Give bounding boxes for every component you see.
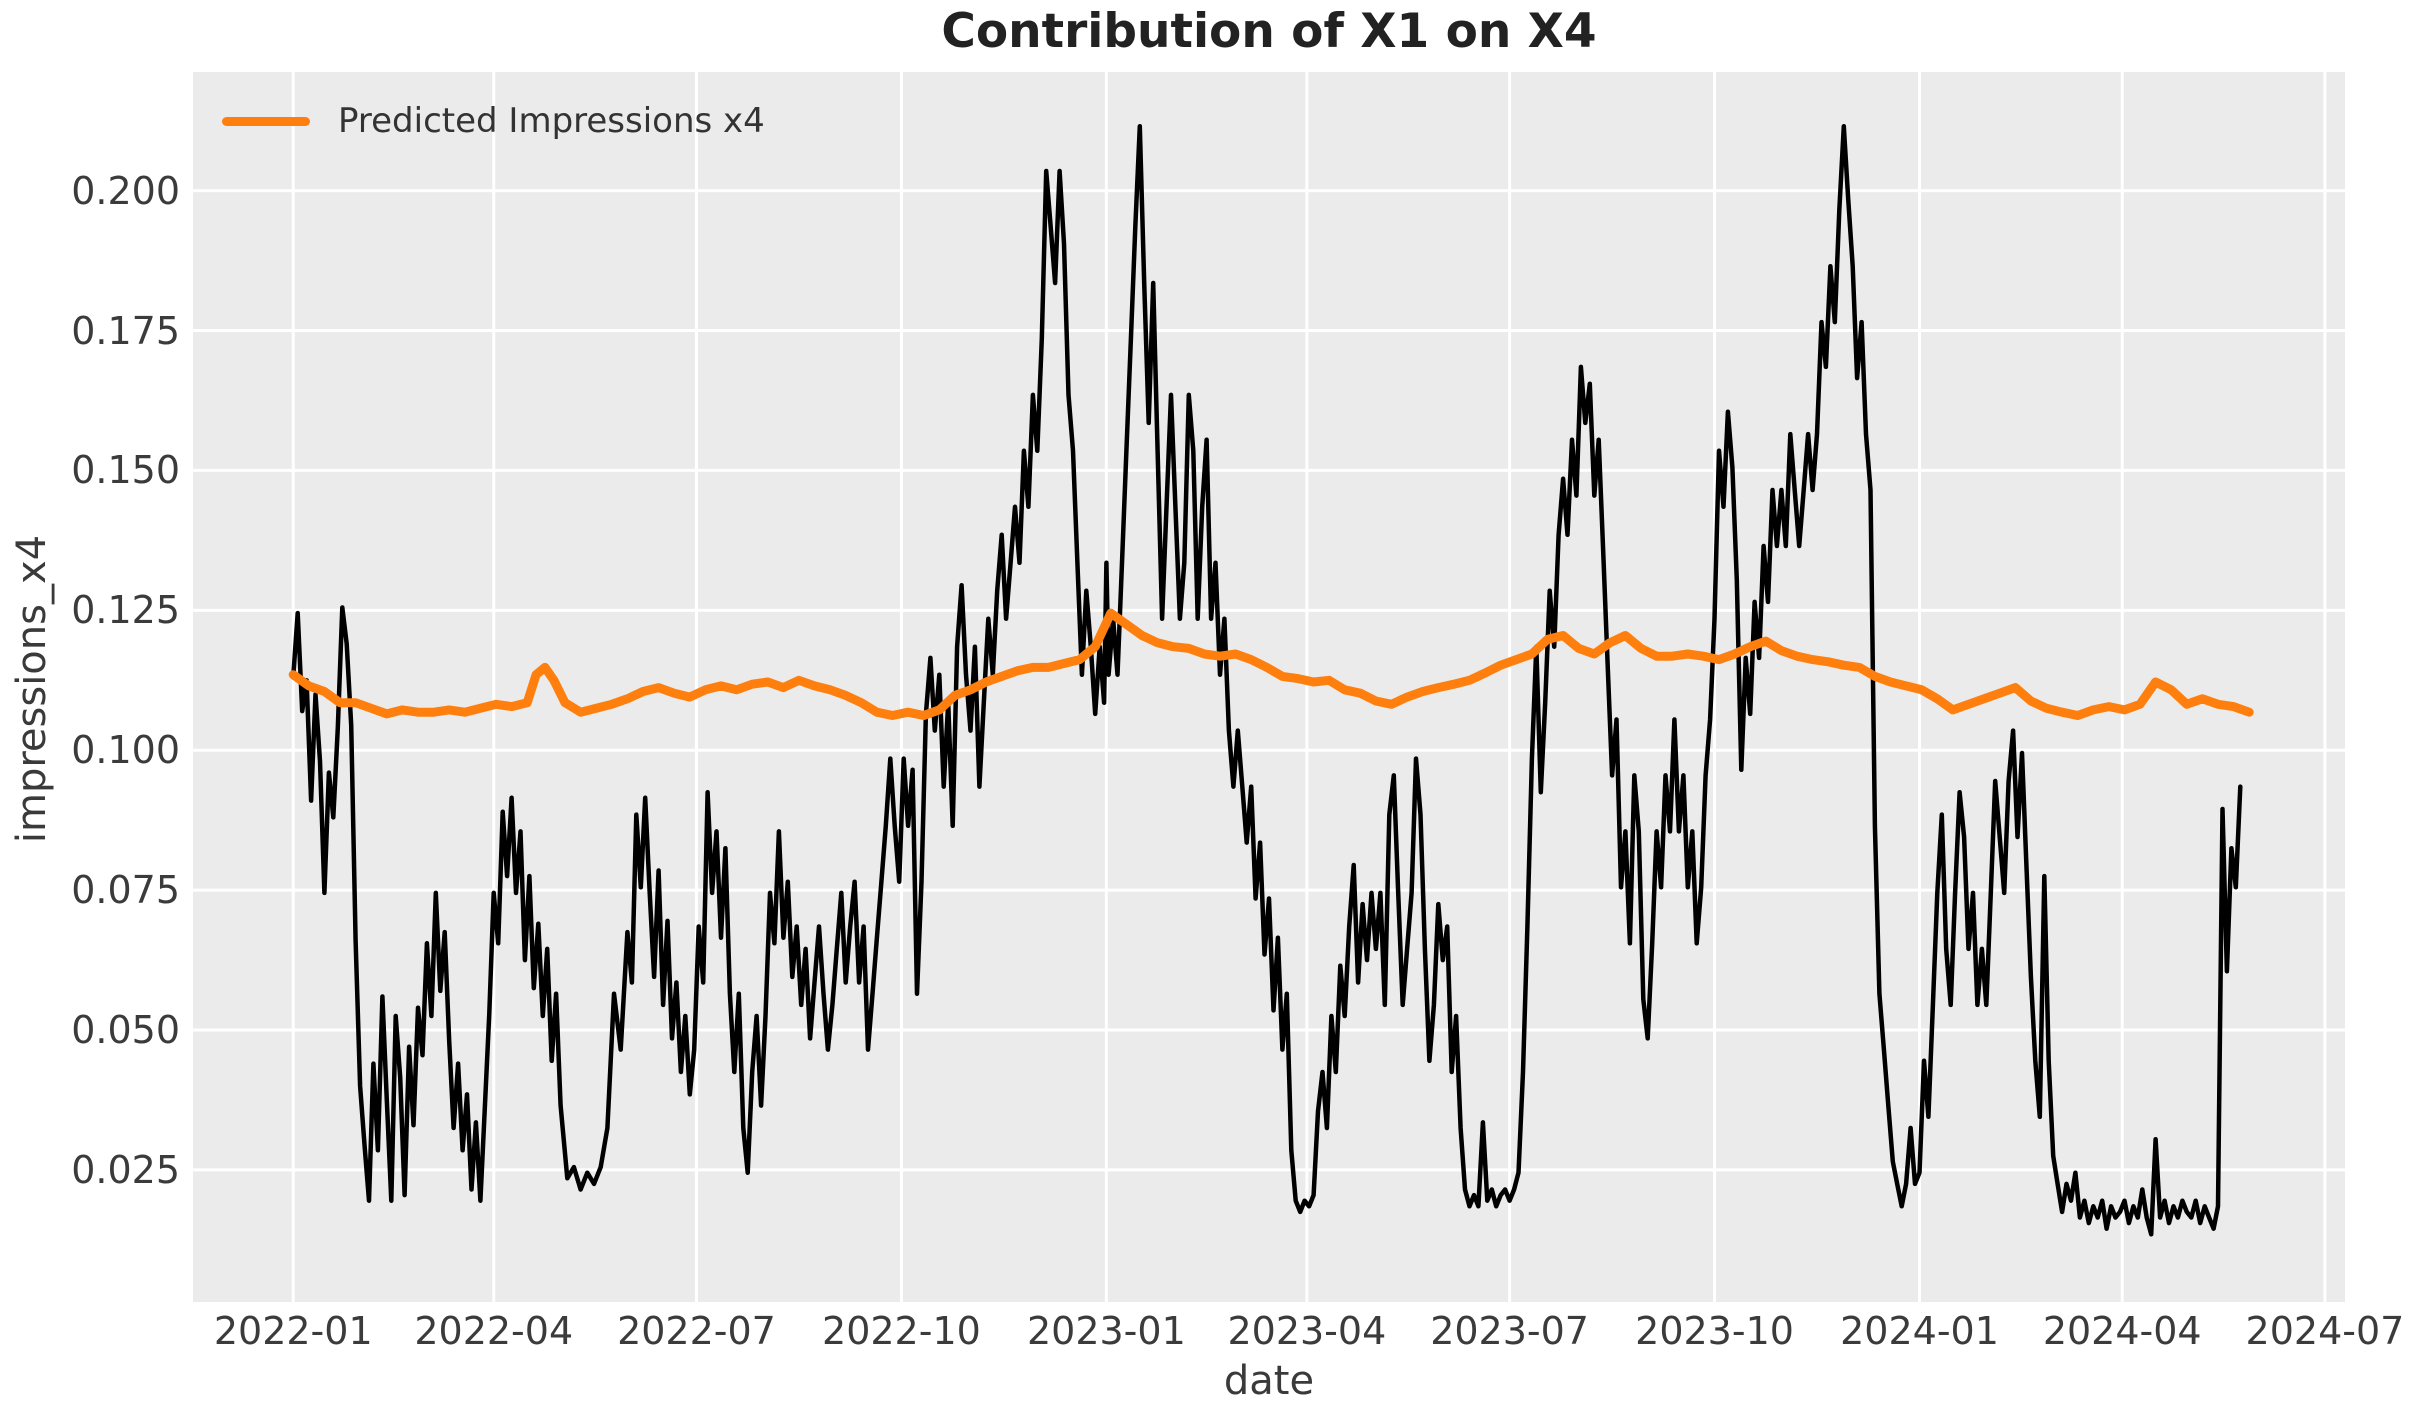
y-tick-label: 0.050 [71, 1008, 180, 1053]
chart-title: Contribution of X1 on X4 [941, 4, 1597, 59]
legend-line-swatch [222, 116, 310, 126]
y-tick-label: 0.125 [71, 588, 180, 633]
x-tick-label: 2023-07 [1430, 1309, 1589, 1353]
legend: Predicted Impressions x4 [222, 101, 765, 141]
x-tick-label: 2024-07 [2245, 1309, 2405, 1353]
legend-label: Predicted Impressions x4 [338, 101, 765, 141]
predicted-impressions-x4-orange-line [288, 608, 2254, 720]
plot-area [193, 72, 2345, 1302]
y-axis-label: impressions_x4 [9, 534, 55, 844]
y-tick-label: 0.200 [71, 168, 180, 213]
y-tick-label: 0.025 [71, 1147, 180, 1192]
y-tick-label: 0.075 [71, 868, 180, 913]
x-tick-label: 2023-10 [1635, 1309, 1794, 1353]
x-tick-label: 2022-10 [822, 1309, 981, 1353]
x-axis-label: date [1223, 1358, 1315, 1404]
x-tick-label: 2024-04 [2042, 1309, 2202, 1353]
actual-impressions-x4-black-line [290, 124, 2243, 1237]
x-tick-label: 2023-01 [1026, 1309, 1186, 1353]
x-tick-label: 2022-07 [617, 1309, 776, 1353]
y-tick-label: 0.150 [71, 448, 180, 493]
x-tick-label: 2024-01 [1840, 1309, 1999, 1353]
x-tick-label: 2022-04 [414, 1309, 574, 1353]
x-tick-label: 2022-01 [213, 1309, 373, 1353]
y-tick-label: 0.175 [71, 308, 180, 353]
y-tick-label: 0.100 [71, 728, 180, 773]
x-tick-label: 2023-04 [1227, 1309, 1387, 1353]
